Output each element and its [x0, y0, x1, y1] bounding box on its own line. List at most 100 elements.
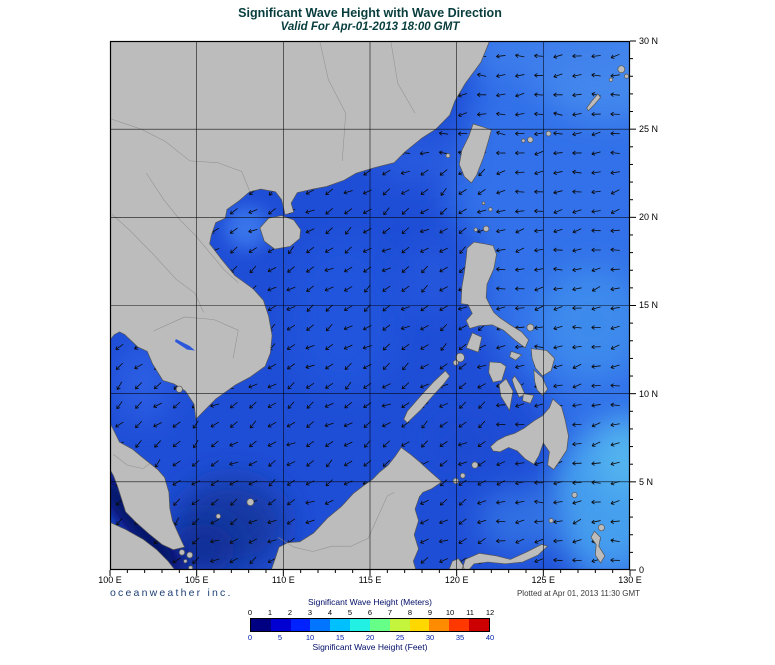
wave-direction-arrow — [286, 442, 296, 447]
wave-direction-arrow — [477, 383, 486, 389]
wave-direction-arrow — [534, 73, 544, 78]
wave-direction-arrow — [325, 343, 334, 351]
wave-direction-arrow — [343, 480, 353, 486]
wave-direction-arrow — [210, 558, 220, 563]
wave-direction-arrow — [382, 383, 391, 389]
land-palawan — [404, 371, 450, 423]
wave-direction-arrow — [363, 421, 372, 428]
wave-direction-arrow — [229, 441, 239, 447]
wave-direction-arrow — [249, 440, 257, 448]
wave-direction-arrow — [305, 209, 315, 214]
wave-direction-arrow — [591, 170, 601, 175]
land-china-indochina — [110, 41, 490, 419]
wave-direction-arrow — [572, 286, 582, 292]
wave-direction-arrow — [326, 459, 333, 468]
wave-direction-arrow — [287, 266, 295, 273]
wave-direction-arrow — [210, 403, 220, 408]
wave-direction-arrow — [534, 208, 544, 214]
wave-direction-arrow — [591, 422, 601, 428]
wave-direction-arrow — [400, 306, 410, 311]
wave-direction-arrow — [382, 422, 391, 428]
wave-direction-arrow — [210, 421, 219, 428]
wave-direction-arrow — [496, 209, 506, 214]
wave-direction-arrow — [343, 325, 353, 331]
lake-tonle-sap — [174, 339, 195, 351]
legend-tick-label: 25 — [395, 633, 405, 642]
wave-direction-arrow — [572, 228, 582, 234]
wave-direction-arrow — [438, 150, 449, 155]
wave-direction-arrow — [306, 460, 314, 467]
land-panay — [489, 362, 506, 382]
legend-color-cell — [290, 619, 311, 631]
land-bohol — [523, 394, 534, 404]
wave-direction-arrow — [286, 479, 295, 486]
wave-direction-arrow — [401, 246, 410, 254]
wave-direction-arrow — [553, 345, 563, 350]
wave-direction-arrow — [420, 383, 429, 389]
legend-tick-label: 35 — [455, 633, 465, 642]
wave-direction-arrow — [420, 499, 429, 505]
wave-direction-arrow — [515, 189, 525, 194]
wave-direction-arrow — [572, 363, 582, 370]
wave-direction-arrow — [401, 421, 410, 428]
legend-color-cell — [310, 619, 331, 631]
legend-color-cell — [449, 619, 470, 631]
wave-direction-arrow — [610, 402, 620, 408]
lat-label-30n: 30 N — [639, 36, 659, 46]
wave-direction-arrow — [306, 401, 314, 409]
wave-direction-arrow — [458, 421, 467, 428]
wave-direction-arrow — [610, 92, 620, 97]
wave-direction-arrow — [591, 499, 601, 505]
wave-direction-arrow — [572, 383, 582, 389]
lat-label-15n: 15 N — [639, 300, 659, 310]
wave-direction-arrow — [268, 479, 276, 487]
legend-tick-label: 5 — [277, 633, 283, 642]
wave-direction-arrow — [458, 112, 468, 117]
wave-direction-arrow — [572, 169, 582, 175]
wave-direction-arrow — [610, 422, 620, 428]
wave-direction-arrow — [211, 498, 219, 506]
wave-direction-arrow — [478, 401, 486, 409]
lon-label-105e: 105 E — [184, 575, 209, 585]
wave-direction-arrow — [572, 53, 582, 59]
islands-ryukyu — [522, 66, 629, 143]
wave-direction-arrow — [420, 169, 429, 176]
wave-direction-arrow — [400, 325, 410, 331]
wave-direction-arrow — [421, 284, 428, 293]
wave-direction-arrow — [610, 189, 620, 195]
wave-direction-arrow — [610, 461, 620, 466]
wave-direction-arrow — [440, 323, 448, 332]
wave-direction-arrow — [610, 53, 620, 59]
wave-direction-arrow — [591, 209, 601, 214]
wave-direction-arrow — [439, 169, 448, 176]
wave-direction-arrow — [610, 383, 620, 388]
wave-direction-arrow — [210, 539, 220, 544]
wave-direction-arrow — [458, 363, 467, 370]
legend-tick-label: 1 — [267, 608, 273, 617]
wave-direction-arrow — [496, 170, 506, 176]
wave-direction-arrow — [420, 557, 429, 564]
wave-direction-arrow — [192, 420, 199, 429]
wave-direction-arrow — [553, 538, 563, 544]
wave-direction-arrow — [477, 440, 486, 447]
wave-direction-arrow — [287, 499, 295, 506]
wave-direction-arrow — [553, 150, 563, 156]
wave-direction-arrow — [515, 131, 525, 136]
wave-direction-arrow — [440, 187, 447, 196]
wave-direction-arrow — [248, 383, 258, 389]
wave-direction-arrow — [382, 459, 391, 467]
patch-east-china-sea — [465, 41, 630, 80]
wave-direction-arrow — [610, 286, 620, 292]
legend-color-cell — [330, 619, 351, 631]
wave-direction-arrow — [610, 344, 620, 350]
wave-direction-arrow — [496, 461, 506, 467]
wave-direction-arrow — [591, 383, 601, 389]
lon-label-125e: 125 E — [531, 575, 556, 585]
land-malay-peninsula — [110, 423, 185, 550]
wave-direction-arrow — [610, 558, 620, 563]
wave-direction-arrow — [249, 401, 257, 409]
wave-direction-arrow — [268, 208, 276, 215]
wave-direction-arrow — [477, 519, 487, 525]
wave-direction-arrow — [249, 265, 257, 274]
lon-label-110e: 110 E — [271, 575, 295, 585]
